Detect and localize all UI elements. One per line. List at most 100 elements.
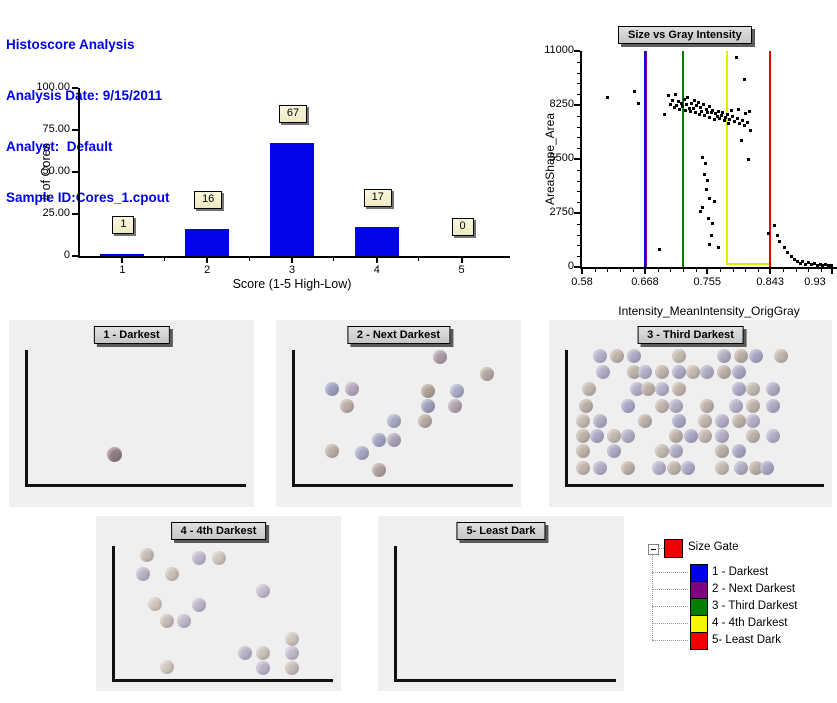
- histogram-x-minor-tick: [333, 258, 335, 261]
- scatter-point: [815, 263, 819, 267]
- core-dot: [164, 566, 179, 581]
- tree-branch-line: [652, 623, 688, 624]
- scatter-x-minor-tick: [758, 269, 759, 272]
- legend-root-item[interactable]: Size Gate: [640, 538, 837, 558]
- scatter-point: [691, 107, 695, 111]
- scatter-point: [744, 111, 748, 115]
- histogram-x-tick-label: 1: [119, 264, 126, 276]
- core-dot: [666, 460, 681, 475]
- legend-item[interactable]: 1 - Darkest: [688, 562, 837, 582]
- tree-branch-line: [652, 589, 688, 590]
- legend-item-swatch: [690, 632, 708, 650]
- core-dot: [714, 413, 729, 428]
- scatter-x-minor-tick: [820, 269, 822, 272]
- core-dot: [714, 460, 729, 475]
- scatter-x-minor-tick: [695, 269, 697, 272]
- core-dot: [135, 566, 150, 581]
- core-dot: [609, 348, 624, 363]
- scatter-y-tick-label: 11000: [544, 44, 574, 56]
- scatter-point: [767, 232, 771, 236]
- core-dot: [581, 382, 596, 397]
- core-dot: [607, 428, 622, 443]
- scatter-y-tick: [574, 104, 580, 106]
- scatter-point: [809, 263, 813, 267]
- scatter-point: [692, 98, 696, 102]
- histogram-bar: [185, 229, 230, 256]
- scatter-point: [742, 124, 746, 128]
- legend-item[interactable]: 2 - Next Darkest: [688, 579, 837, 599]
- scatter-x-axis-title: Intensity_MeanIntensity_OrigGray: [618, 304, 800, 318]
- core-dot: [774, 348, 789, 363]
- core-dot: [191, 598, 206, 613]
- scatter-point: [699, 106, 703, 110]
- scatter-y-tick-label: 5500: [549, 152, 574, 164]
- size-vs-intensity-scatter: Size vs Gray Intensity AreaShape_Area In…: [530, 20, 837, 320]
- scatter-point: [775, 233, 779, 237]
- scatter-point: [708, 115, 712, 119]
- legend-item[interactable]: 3 - Third Darkest: [688, 596, 837, 616]
- histogram-x-tick: [375, 258, 378, 263]
- scatter-y-minor-tick: [577, 169, 580, 171]
- scatter-point: [671, 98, 675, 102]
- scatter-point: [658, 248, 662, 252]
- scatter-point: [812, 262, 816, 266]
- scatter-point: [818, 262, 822, 266]
- core-dot: [731, 365, 746, 380]
- core-dot: [575, 413, 590, 428]
- scatter-point: [684, 109, 688, 113]
- scatter-y-minor-tick: [577, 137, 580, 139]
- scatter-point: [701, 155, 705, 159]
- scatter-point: [663, 112, 667, 116]
- scatter-x-minor-tick: [795, 269, 797, 272]
- panel-y-axis: [394, 546, 397, 682]
- core-dot: [592, 460, 607, 475]
- core-dot: [325, 443, 340, 458]
- score-panel-3: 3 - Third Darkest: [549, 320, 832, 507]
- scatter-x-minor-tick: [657, 269, 659, 272]
- core-dot: [714, 428, 729, 443]
- tree-branch-line: [652, 606, 688, 607]
- core-dot: [745, 399, 760, 414]
- core-dot: [386, 413, 401, 428]
- scatter-y-minor-tick: [577, 245, 580, 247]
- score-panel-5: 5- Least Dark: [378, 516, 624, 691]
- legend-item[interactable]: 5- Least Dark: [688, 630, 837, 650]
- core-dot: [140, 547, 155, 562]
- legend-item-label: 5- Least Dark: [712, 634, 782, 646]
- scatter-y-tick: [574, 266, 580, 268]
- tree-branch-line: [658, 548, 664, 549]
- core-dot: [717, 348, 732, 363]
- core-dot: [728, 399, 743, 414]
- panel-y-axis: [292, 350, 295, 487]
- histogram-y-tick: [72, 213, 78, 215]
- scatter-point: [676, 99, 680, 103]
- histogram-x-tick: [460, 258, 463, 263]
- histogram-x-axis-title: Score (1-5 High-Low): [232, 277, 352, 291]
- scatter-point: [829, 263, 833, 267]
- histogram-x-tick: [206, 258, 209, 263]
- tree-expander-icon[interactable]: [648, 544, 659, 555]
- scatter-point: [679, 102, 683, 106]
- scatter-point: [709, 234, 713, 238]
- core-dot: [669, 428, 684, 443]
- scatter-y-tick: [574, 212, 580, 214]
- scatter-point: [704, 162, 708, 166]
- panel-x-axis: [25, 484, 246, 487]
- scatter-y-tick-label: 2750: [549, 206, 574, 218]
- scatter-point: [675, 104, 679, 108]
- core-dot: [745, 413, 760, 428]
- scatter-point: [738, 122, 742, 126]
- core-dot: [655, 382, 670, 397]
- legend-item-label: 4 - 4th Darkest: [712, 617, 788, 629]
- scatter-x-tick-label: 0.843: [756, 276, 784, 288]
- scatter-x-tick-label: 0.58: [571, 276, 593, 288]
- scatter-x-minor-tick: [670, 269, 672, 272]
- core-dot: [255, 584, 270, 599]
- scatter-y-minor-tick: [577, 234, 580, 236]
- scatter-point: [711, 221, 715, 225]
- score-panel-4: 4 - 4th Darkest: [96, 516, 341, 691]
- gate-line-blue: [643, 51, 646, 267]
- tree-branch-line: [652, 572, 688, 573]
- core-dot: [433, 350, 448, 365]
- legend-item-label: 1 - Darkest: [712, 566, 769, 578]
